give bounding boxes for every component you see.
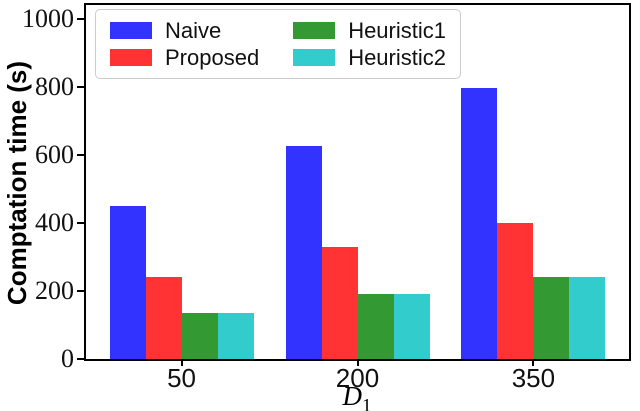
legend-item-heuristic2: Heuristic2 <box>293 44 446 71</box>
bar-group <box>109 5 254 359</box>
bar-heuristic1 <box>357 294 394 359</box>
bar-heuristic2 <box>217 313 254 359</box>
y-tick-mark <box>77 221 84 224</box>
bar-proposed <box>145 277 182 359</box>
y-tick-label: 400 <box>35 207 74 237</box>
y-tick-mark <box>77 85 84 88</box>
x-tick-mark <box>356 359 359 366</box>
x-tick-label: 50 <box>167 363 197 393</box>
legend-swatch-icon <box>293 22 336 39</box>
x-axis-label-base: D <box>342 381 363 411</box>
x-tick-label: 350 <box>511 363 556 393</box>
legend-swatch-icon <box>293 49 336 66</box>
bar-heuristic1 <box>181 313 218 359</box>
bar-group <box>285 5 430 359</box>
y-tick-label: 200 <box>35 275 74 305</box>
y-tick-mark <box>77 17 84 20</box>
x-tick-mark <box>532 359 535 366</box>
x-axis-label: D1 <box>282 381 432 411</box>
y-tick-label: 800 <box>35 71 74 101</box>
y-tick-mark <box>77 289 84 292</box>
legend-item-heuristic1: Heuristic1 <box>293 17 446 44</box>
legend-item-naive: Naive <box>110 17 259 44</box>
bar-proposed <box>321 247 358 359</box>
legend: Naive Proposed Heuristic1 Heuristic2 <box>95 9 461 79</box>
bar-proposed <box>497 223 534 359</box>
bar-heuristic1 <box>533 277 570 359</box>
x-axis-label-subscript: 1 <box>362 395 372 411</box>
legend-item-proposed: Proposed <box>110 44 259 71</box>
legend-label: Heuristic1 <box>348 17 446 43</box>
bar-naive <box>461 88 498 359</box>
bar-heuristic2 <box>569 277 606 359</box>
x-tick-label: 200 <box>335 363 380 393</box>
y-tick-label: 1000 <box>22 3 74 33</box>
x-tick-mark <box>180 359 183 366</box>
y-tick-label: 600 <box>35 139 74 169</box>
y-tick-label: 0 <box>61 344 74 373</box>
bar-naive <box>109 206 146 359</box>
plot-area: Naive Proposed Heuristic1 Heuristic2 <box>84 3 631 361</box>
legend-swatch-icon <box>110 49 152 66</box>
y-tick-mark <box>77 153 84 156</box>
y-tick-mark <box>77 358 84 360</box>
bar-group <box>461 5 606 359</box>
legend-label: Heuristic2 <box>348 44 446 70</box>
legend-label: Proposed <box>165 44 260 70</box>
legend-label: Naive <box>165 17 222 43</box>
legend-swatch-icon <box>110 22 152 39</box>
bar-naive <box>285 146 322 359</box>
bar-heuristic2 <box>393 294 430 359</box>
